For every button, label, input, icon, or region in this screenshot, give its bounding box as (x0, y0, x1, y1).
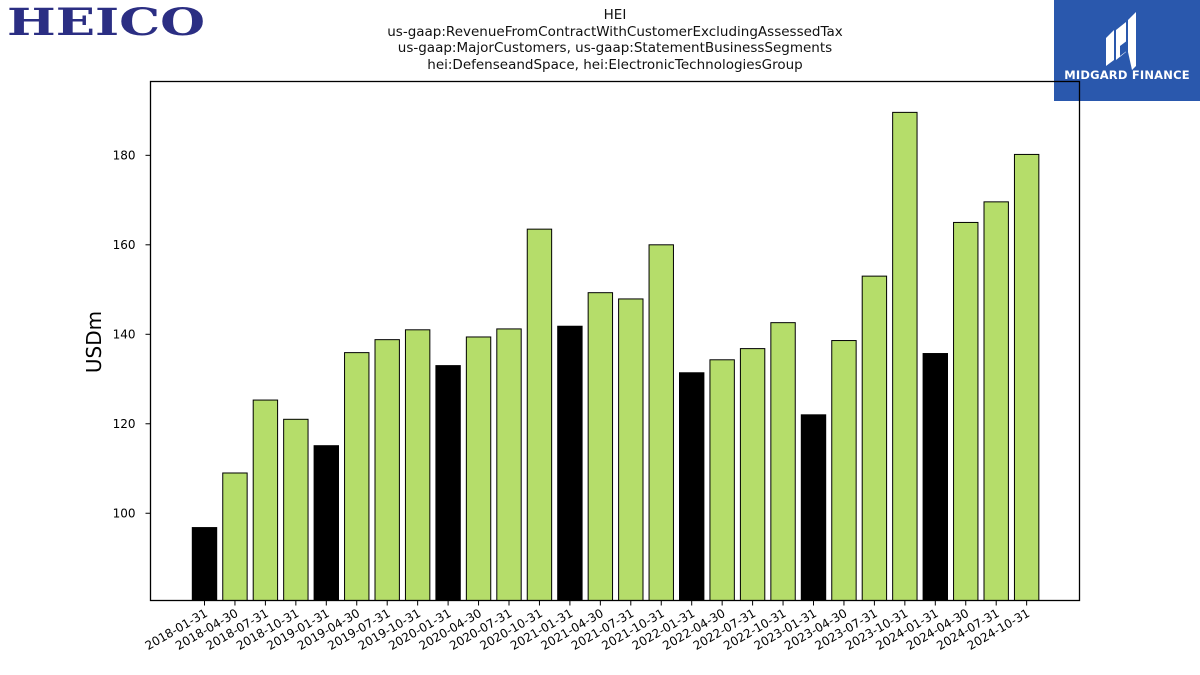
y-tick-label: 120 (113, 417, 136, 431)
bar-2019-01-31 (313, 445, 340, 601)
bar-2021-04-30 (587, 292, 614, 601)
y-axis: 100 120 140 160 180 (113, 148, 151, 520)
chart-title-line-2: us-gaap:RevenueFromContractWithCustomerE… (387, 23, 843, 40)
bar-2020-04-30 (465, 336, 492, 601)
bar-2023-01-31 (800, 414, 827, 601)
y-tick-label: 100 (113, 506, 136, 520)
bar-2021-01-31 (557, 325, 583, 601)
bar-2022-04-30 (709, 359, 735, 602)
heico-logo-text: HEICO (7, 2, 205, 40)
chart-title-line-3: us-gaap:MajorCustomers, us-gaap:Statemen… (397, 40, 833, 57)
bar-2023-04-30 (831, 340, 857, 601)
bar-2018-07-31 (252, 399, 279, 601)
bar-2022-01-31 (679, 372, 705, 601)
plot-frame (149, 80, 1081, 602)
bars-layer (191, 111, 1040, 602)
chart-title-line-1: HEI (603, 7, 627, 23)
y-axis-label: USDm (82, 311, 106, 373)
bar-2022-10-31 (770, 322, 796, 601)
bar-2018-10-31 (283, 418, 309, 601)
bar-2023-07-31 (861, 275, 888, 602)
bar-2022-07-31 (739, 348, 766, 601)
bar-2019-10-31 (404, 329, 431, 601)
y-tick-label: 180 (113, 148, 136, 162)
bar-2024-04-30 (953, 221, 979, 601)
bar-2023-10-31 (892, 111, 918, 602)
chart-title-line-4: hei:DefenseandSpace, hei:ElectronicTechn… (427, 56, 803, 73)
bar-2019-07-31 (374, 339, 400, 601)
bar-2020-07-31 (496, 328, 522, 601)
y-tick-label: 140 (113, 327, 136, 341)
bar-2024-01-31 (922, 353, 948, 601)
chart-title: HEI us-gaap:RevenueFromContractWithCusto… (150, 7, 1080, 73)
bar-2024-07-31 (983, 201, 1009, 601)
bar-2018-04-30 (222, 472, 248, 601)
bar-2020-01-31 (435, 365, 461, 601)
y-tick-label: 160 (113, 238, 136, 252)
bar-2024-10-31 (1013, 153, 1040, 601)
bar-2018-01-31 (191, 527, 218, 602)
bar-2021-10-31 (648, 244, 674, 601)
bar-2021-07-31 (618, 298, 644, 601)
heico-logo: HEICO (7, 2, 205, 40)
midgard-finance-logo: MIDGARD FINANCE (1054, 0, 1200, 101)
midgard-mark-icon (1106, 12, 1136, 70)
x-axis: 2018-01-312018-04-302018-07-312018-10-31… (143, 600, 1032, 653)
bar-2020-10-31 (526, 228, 553, 601)
midgard-finance-name: MIDGARD FINANCE (1064, 68, 1190, 82)
bar-2019-04-30 (344, 352, 370, 601)
